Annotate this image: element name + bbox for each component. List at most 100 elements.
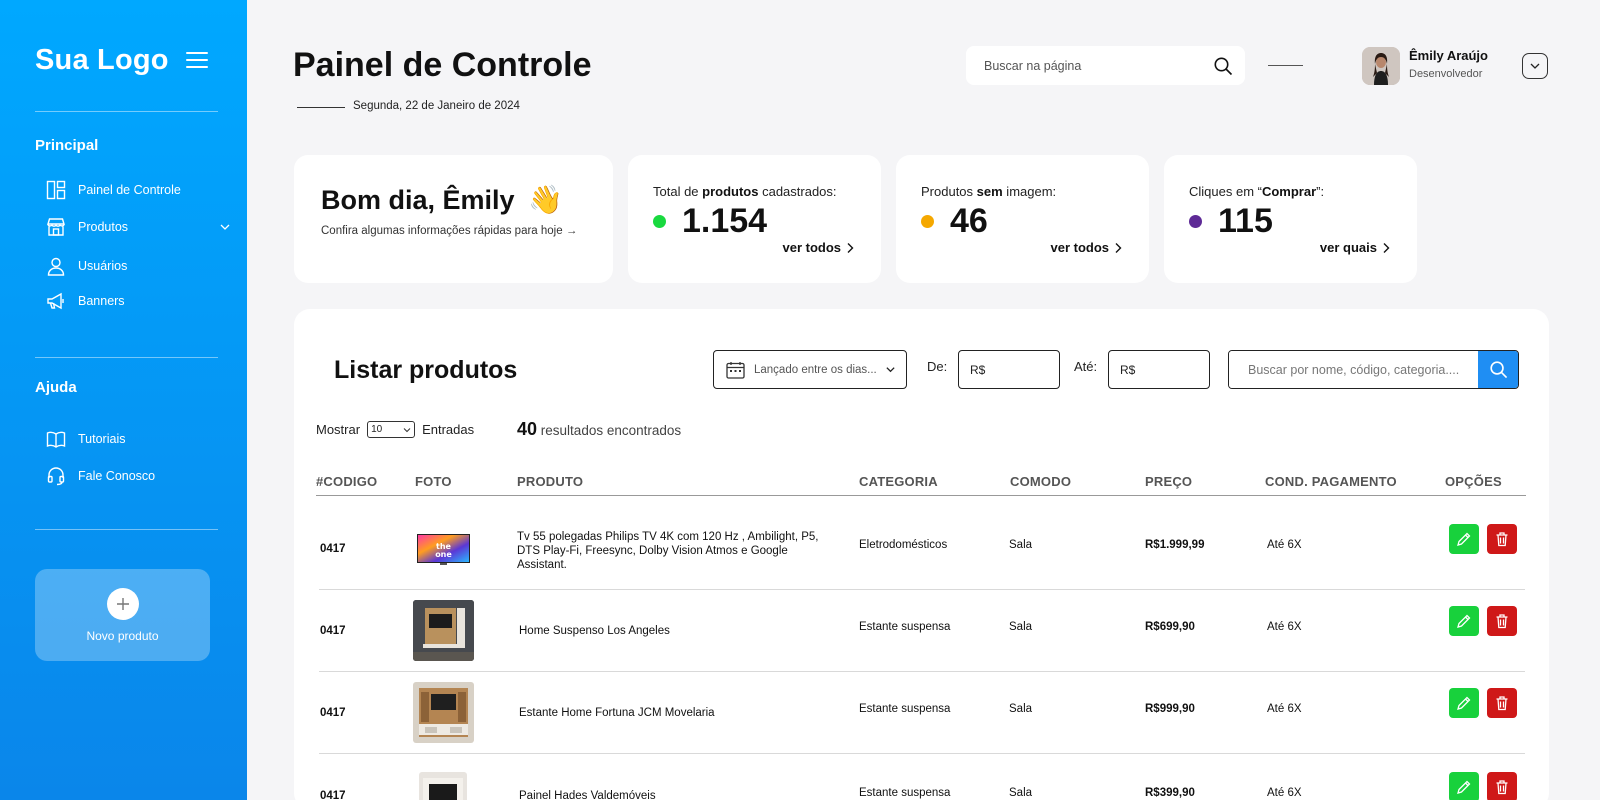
sidebar: Sua Logo Principal Painel de Controle Pr… [0, 0, 247, 800]
avatar[interactable] [1362, 47, 1400, 85]
product-name: Tv 55 polegadas Philips TV 4K com 120 Hz… [517, 531, 819, 571]
product-code: 0417 [320, 790, 346, 800]
greeting-subtitle[interactable]: Confira algumas informações rápidas para… [321, 225, 578, 237]
stat-value: 46 [950, 202, 988, 240]
column-header[interactable]: CATEGORIA [859, 474, 938, 489]
column-header[interactable]: #CODIGO [316, 474, 378, 489]
chevron-right-icon [1383, 242, 1390, 253]
products-title: Listar produtos [334, 356, 518, 384]
calendar-icon [726, 361, 745, 379]
page-search-input[interactable] [984, 58, 1213, 73]
sidebar-item-produtos[interactable]: Produtos [46, 217, 231, 237]
column-header[interactable]: COND. PAGAMENTO [1265, 474, 1397, 489]
chevron-down-icon[interactable] [219, 221, 231, 233]
price-from-input[interactable] [958, 350, 1060, 389]
product-room: Sala [1009, 621, 1033, 633]
view-which-link[interactable]: ver quais [1320, 240, 1391, 255]
status-dot [1189, 215, 1202, 228]
user-name: Êmily Araújo [1409, 48, 1488, 63]
product-code: 0417 [320, 707, 346, 719]
delete-button[interactable] [1487, 606, 1517, 636]
search-icon[interactable] [1213, 56, 1233, 76]
panel-photo [413, 600, 474, 661]
table-row[interactable]: 0417 the one Tv 55 polegadas Philips TV 4… [319, 508, 1525, 590]
edit-button[interactable] [1449, 606, 1479, 636]
entries-label: Entradas [422, 422, 475, 437]
sidebar-item-label: Banners [78, 294, 125, 308]
launch-date-filter[interactable]: Lançado entre os dias... [713, 350, 907, 389]
tv-photo: the one [413, 518, 474, 579]
pencil-icon [1457, 614, 1471, 628]
book-icon [46, 431, 66, 448]
table-row[interactable]: 0417 Home Suspenso Los Angeles Estante s… [319, 590, 1525, 672]
payment-condition: Até 6X [1267, 539, 1302, 551]
column-header[interactable]: COMODO [1010, 474, 1072, 489]
chevron-right-icon [847, 242, 854, 253]
payment-condition: Até 6X [1267, 787, 1302, 799]
sidebar-item-banners[interactable]: Banners [46, 291, 231, 311]
product-price: R$1.999,99 [1145, 539, 1205, 551]
sidebar-item-tutoriais[interactable]: Tutoriais [46, 429, 231, 449]
product-category: Estante suspensa [859, 621, 951, 633]
status-dot [653, 215, 666, 228]
column-header[interactable]: OPÇÕES [1445, 474, 1502, 489]
stat-label: Produtos sem imagem: [921, 184, 1057, 199]
sidebar-section-title: Principal [35, 137, 99, 154]
product-category: Estante suspensa [859, 787, 951, 799]
hamburger-menu-icon[interactable] [186, 52, 208, 70]
product-room: Sala [1009, 703, 1033, 715]
view-all-no-image-link[interactable]: ver todos [1050, 240, 1123, 255]
greeting-title: Bom dia, Êmily [321, 185, 515, 215]
product-category: Eletrodomésticos [859, 539, 948, 551]
column-header[interactable]: PRODUTO [517, 474, 584, 489]
store-icon [47, 218, 65, 236]
delete-button[interactable] [1487, 688, 1517, 718]
payment-condition: Até 6X [1267, 703, 1302, 715]
new-product-button[interactable]: Novo produto [35, 569, 210, 661]
price-to-label: Até: [1074, 359, 1098, 374]
pencil-icon [1457, 696, 1471, 710]
edit-button[interactable] [1449, 524, 1479, 554]
edit-button[interactable] [1449, 688, 1479, 718]
logo[interactable]: Sua Logo [35, 44, 169, 76]
edit-button[interactable] [1449, 772, 1479, 800]
results-count: 40 resultados encontrados [517, 419, 682, 439]
user-role: Desenvolvedor [1409, 68, 1483, 80]
status-dot [921, 215, 934, 228]
table-row[interactable]: 0417 Painel Hades Valdemóveis Estante su… [319, 754, 1525, 800]
pencil-icon [1457, 532, 1471, 546]
sidebar-item-label: Produtos [78, 220, 129, 234]
sidebar-item-usuarios[interactable]: Usuários [46, 256, 231, 276]
delete-button[interactable] [1487, 524, 1517, 554]
new-product-label: Novo produto [86, 628, 159, 643]
trash-icon [1496, 780, 1508, 795]
column-header[interactable]: FOTO [415, 474, 452, 489]
current-date: Segunda, 22 de Janeiro de 2024 [353, 100, 520, 112]
sidebar-item-fale-conosco[interactable]: Fale Conosco [46, 466, 231, 486]
product-search-button[interactable] [1478, 351, 1518, 388]
svg-text:one: one [435, 550, 452, 559]
user-menu-button[interactable] [1522, 53, 1548, 79]
product-price: R$999,90 [1145, 703, 1195, 715]
table-row[interactable]: 0417 Estante Home Fortuna JCM Movelaria … [319, 672, 1525, 754]
product-name: Home Suspenso Los Angeles [519, 625, 670, 637]
trash-icon [1496, 532, 1508, 547]
waving-hand-icon: 👋 [528, 184, 563, 215]
sidebar-section-title: Ajuda [35, 379, 77, 396]
delete-button[interactable] [1487, 772, 1517, 800]
view-all-products-link[interactable]: ver todos [782, 240, 855, 255]
product-name: Estante Home Fortuna JCM Movelaria [519, 707, 715, 719]
stat-label: Total de produtos cadastrados: [653, 184, 837, 199]
page-title: Painel de Controle [293, 46, 592, 84]
svg-text:the: the [436, 542, 452, 551]
trash-icon [1496, 696, 1508, 711]
product-search-input[interactable] [1229, 351, 1478, 388]
header-divider [1268, 65, 1303, 66]
stat-card-products: Total de produtos cadastrados: 1.154 ver… [628, 155, 881, 283]
sidebar-item-label: Tutoriais [78, 432, 126, 446]
sidebar-item-painel-de-controle[interactable]: Painel de Controle [46, 180, 231, 200]
entries-select[interactable]: 10 [367, 421, 416, 438]
stat-card-no-image: Produtos sem imagem: 46 ver todos [896, 155, 1149, 283]
price-to-input[interactable] [1108, 350, 1210, 389]
column-header[interactable]: PREÇO [1145, 474, 1193, 489]
